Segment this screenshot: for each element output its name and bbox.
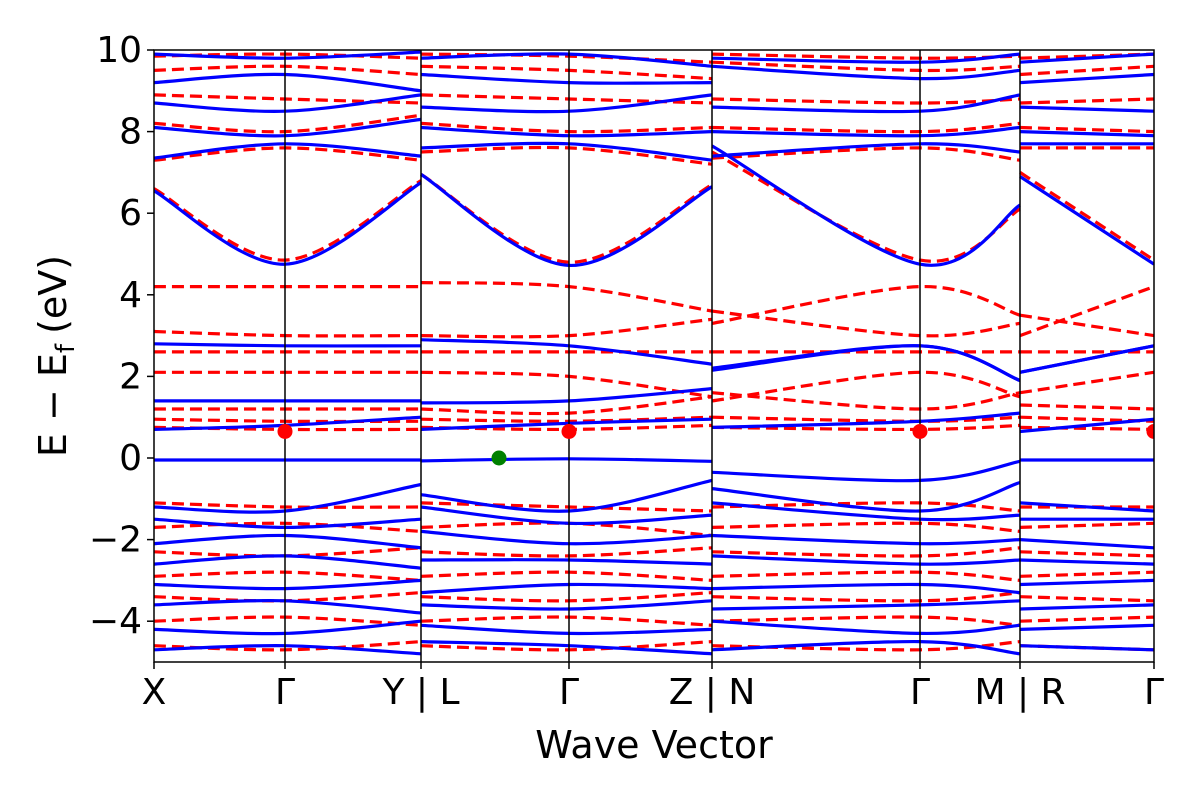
blue-band-line xyxy=(711,459,1021,483)
blue-band-line xyxy=(711,619,1021,636)
y-axis: −4 −2 0 2 4 6 8 10 xyxy=(89,30,154,642)
red-band-line xyxy=(711,370,1021,403)
blue-band-line xyxy=(711,554,1021,566)
red-band-line xyxy=(711,150,1021,263)
x-axis-label: Wave Vector xyxy=(535,723,773,767)
red-band-line xyxy=(1019,595,1154,603)
blue-band-line xyxy=(1019,501,1154,513)
blue-band-line xyxy=(1019,52,1154,64)
red-band-line xyxy=(1019,52,1154,60)
blue-band-line xyxy=(1019,538,1154,550)
red-band-line xyxy=(1019,425,1154,431)
blue-band-line xyxy=(1019,72,1154,85)
blue-band-line xyxy=(711,144,1021,267)
x-tick-label: Γ xyxy=(910,672,930,713)
blue-band-line xyxy=(711,533,1021,546)
y-tick-label: 10 xyxy=(96,30,142,71)
blue-band-line xyxy=(1019,644,1154,652)
blue-band-line xyxy=(711,599,1021,611)
red-band-line xyxy=(711,284,1021,325)
red-band-line xyxy=(1019,313,1154,338)
blue-band-line xyxy=(711,582,1021,595)
blue-band-line xyxy=(1019,558,1154,566)
y-tick-label: 8 xyxy=(119,112,142,153)
x-axis: X Γ Y | L Γ Z | N Γ M | R Γ xyxy=(142,662,1164,713)
blue-band-line xyxy=(1019,623,1154,631)
x-tick-label: Γ xyxy=(275,672,295,713)
red-band-line xyxy=(1019,285,1154,338)
red-band-line xyxy=(1019,370,1154,395)
red-band-line xyxy=(1019,97,1154,105)
red-band-line xyxy=(711,615,1021,627)
blue-band-line xyxy=(1019,175,1154,266)
red-band-line xyxy=(1019,570,1154,578)
y-tick-label: 0 xyxy=(119,438,142,479)
y-tick-label: 6 xyxy=(119,193,142,234)
red-band-line xyxy=(1019,171,1154,262)
red-band-line xyxy=(711,309,1021,338)
red-band-line xyxy=(1019,415,1154,423)
red-band-line xyxy=(1019,64,1154,77)
y-tick-label: 4 xyxy=(119,275,142,316)
red-band-line xyxy=(1019,403,1154,411)
red-band-line xyxy=(711,60,1021,73)
red-band-line xyxy=(711,415,1021,423)
blue-band-line xyxy=(1019,105,1154,113)
red-band-line xyxy=(711,521,1021,533)
extremum-marker xyxy=(491,450,507,466)
y-tick-label: 2 xyxy=(119,356,142,397)
red-band-line xyxy=(1019,521,1154,529)
y-tick-label: −4 xyxy=(89,601,142,642)
extremum-marker xyxy=(1146,423,1154,439)
plot-frame xyxy=(153,49,1155,663)
red-band-line xyxy=(711,546,1021,558)
blue-band-line xyxy=(711,411,1021,429)
red-band-line xyxy=(1019,615,1154,623)
markers-layer xyxy=(277,423,1154,466)
x-tick-label: Y | L xyxy=(381,672,459,713)
blue-band-line xyxy=(711,142,1021,158)
x-tick-label: Z | N xyxy=(669,672,756,713)
blue-band-line xyxy=(711,64,1021,81)
red-band-line xyxy=(711,591,1021,603)
high-symmetry-lines xyxy=(284,50,1021,662)
x-tick-label: Γ xyxy=(559,672,579,713)
red-band-line xyxy=(1019,125,1154,134)
blue-band-line xyxy=(1019,130,1154,138)
extremum-marker xyxy=(561,423,577,439)
blue-band-line xyxy=(711,501,1021,522)
red-band-line xyxy=(711,121,1021,134)
x-tick-label: Γ xyxy=(1144,672,1164,713)
x-tick-label: M | R xyxy=(974,672,1065,713)
blue-band-line xyxy=(711,639,1021,656)
red-band-line xyxy=(711,52,1021,60)
blue-band-line xyxy=(711,93,1021,114)
y-tick-label: −2 xyxy=(89,520,142,561)
blue-band-line xyxy=(1019,417,1154,434)
blue-band-line xyxy=(711,480,1021,513)
y-axis-label: E − Ef(eV) xyxy=(31,255,81,457)
extremum-marker xyxy=(912,423,928,439)
blue-band-line xyxy=(1019,603,1154,611)
red-band-line xyxy=(711,146,1021,162)
red-band-line xyxy=(711,570,1021,582)
blue-band-line xyxy=(1019,578,1154,587)
red-band-line xyxy=(711,391,1021,411)
blue-band-line xyxy=(1019,344,1154,374)
blue-band-line xyxy=(711,52,1021,64)
red-band-line xyxy=(1019,550,1154,558)
red-band-line xyxy=(711,423,1021,432)
blue-band-line xyxy=(711,125,1021,138)
extremum-marker xyxy=(277,423,293,439)
red-band-line xyxy=(711,97,1021,105)
blue-band-line xyxy=(711,344,1021,383)
x-tick-label: X xyxy=(142,672,167,713)
